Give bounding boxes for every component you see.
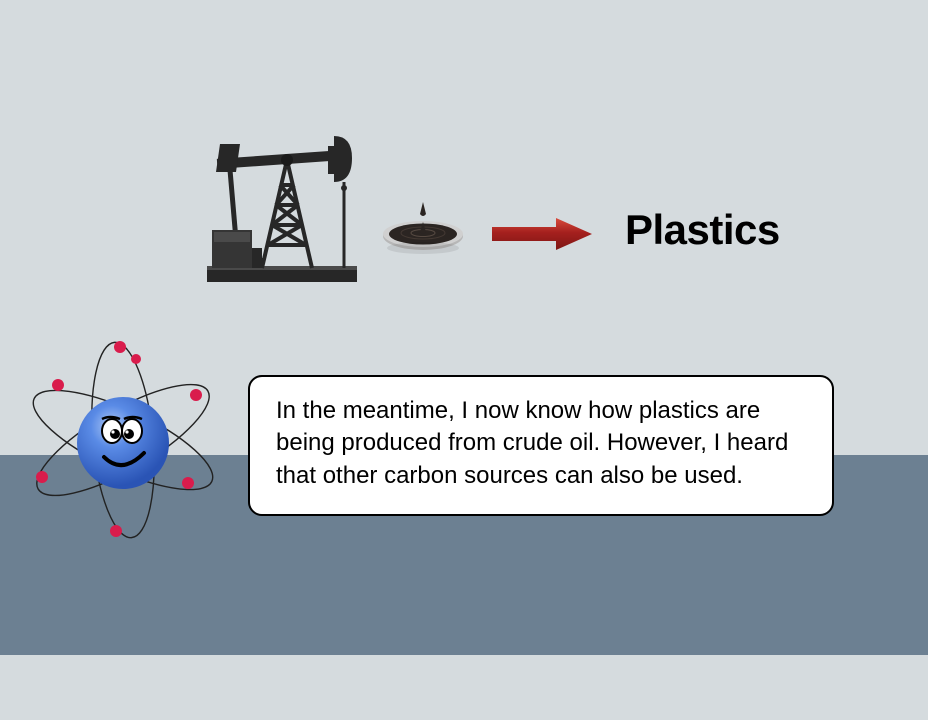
atom-character [18,335,228,550]
speech-text: In the meantime, I now know how plastics… [276,397,788,489]
speech-bubble: In the meantime, I now know how plastics… [248,375,834,516]
arrow-icon [492,217,592,256]
plastics-title: Plastics [625,206,780,254]
oil-dish-illustration [380,200,465,265]
pumpjack-illustration [192,130,367,290]
